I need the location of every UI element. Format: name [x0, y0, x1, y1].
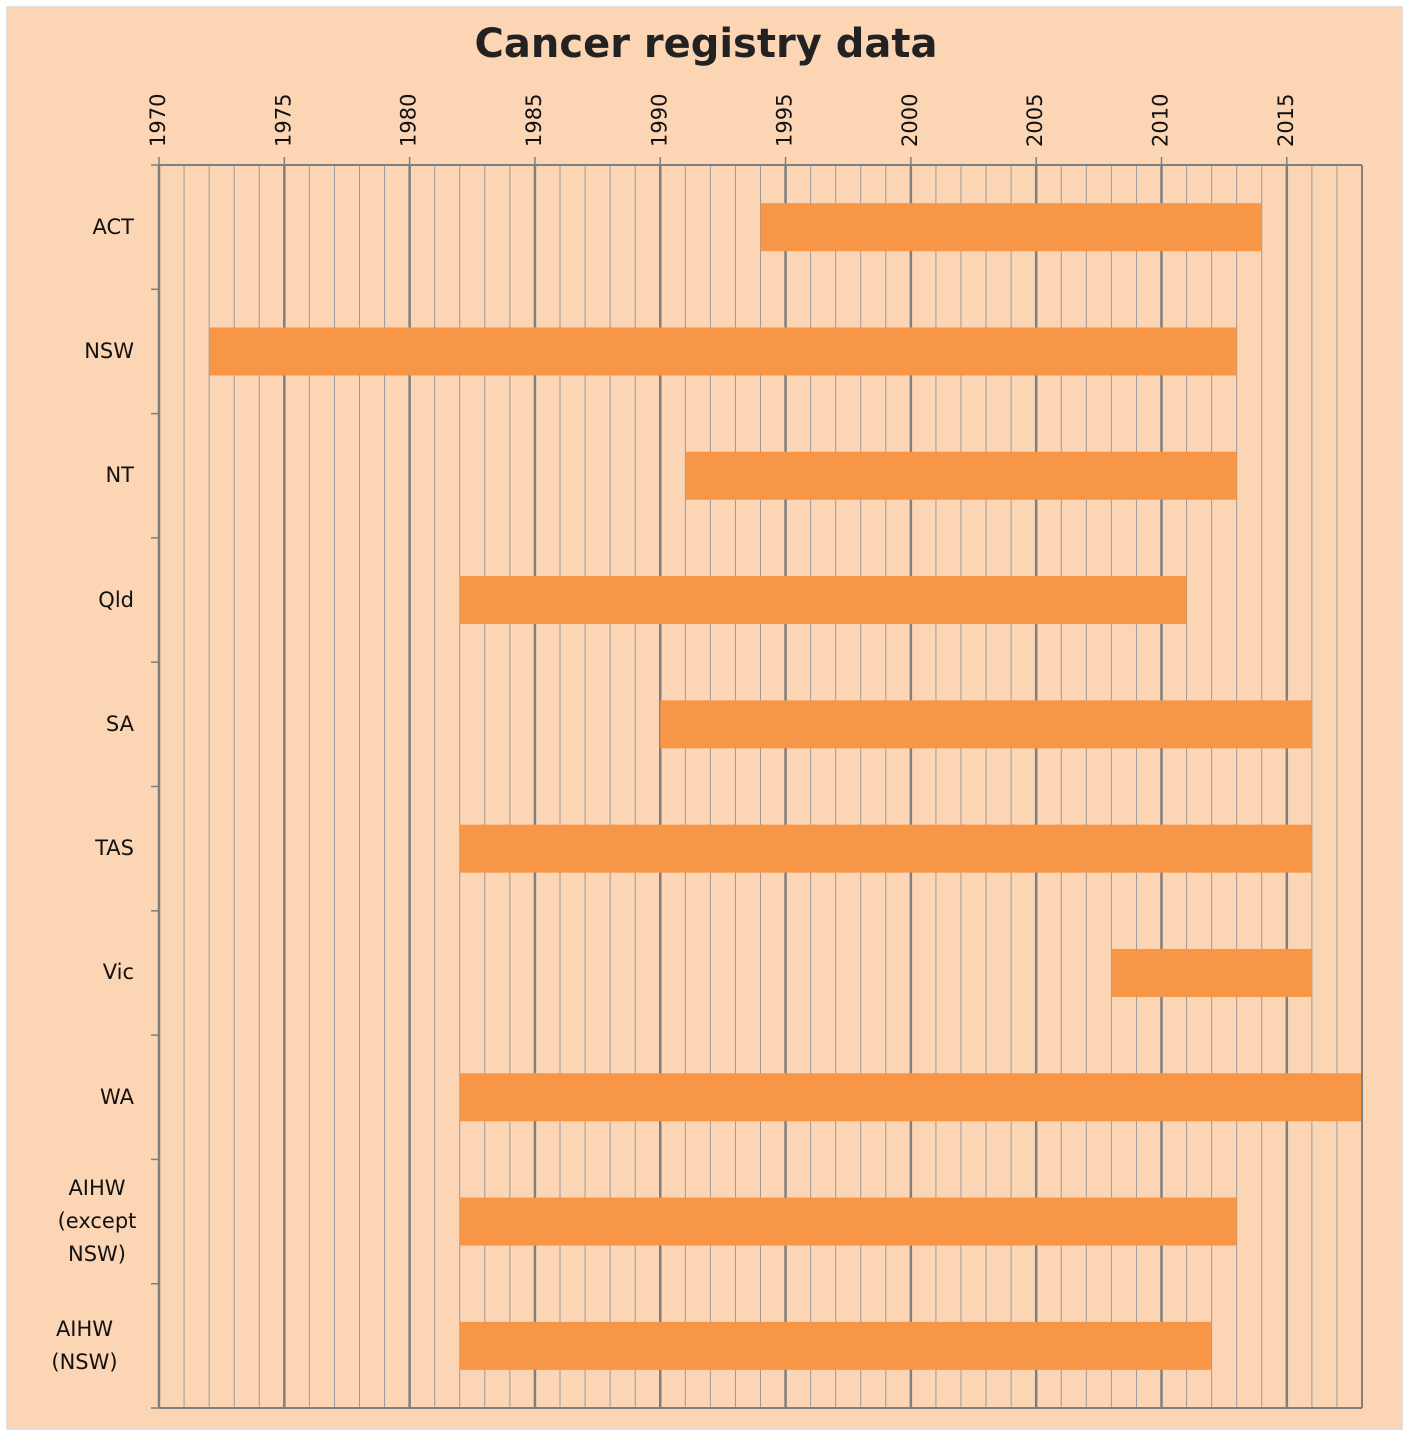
y-tick-label: WA	[100, 1084, 134, 1109]
bar	[660, 700, 1312, 749]
x-tick-label: 2010	[1149, 94, 1173, 147]
x-tick-label: 1985	[522, 94, 546, 147]
y-tick-label: TAS	[95, 836, 134, 861]
y-tick-label: SA	[105, 711, 134, 736]
x-tick-label: 2005	[1023, 94, 1047, 147]
y-tick-label: AIHW (NSW)	[51, 1316, 118, 1374]
y-tick-label: NSW	[84, 338, 134, 363]
x-tick-label: 2015	[1274, 94, 1298, 147]
bar	[459, 1197, 1237, 1246]
y-tick-label: ACT	[92, 214, 135, 239]
bar	[459, 824, 1312, 873]
bar	[685, 451, 1237, 500]
bar	[459, 1321, 1212, 1370]
bar	[1111, 948, 1312, 997]
x-tick-label: 1975	[271, 94, 295, 147]
y-tick-label: Vic	[102, 960, 134, 985]
x-tick-label: 1980	[397, 94, 421, 147]
bar	[209, 327, 1237, 376]
y-tick-label: AIHW (except NSW)	[57, 1176, 137, 1267]
y-tick-label: Qld	[98, 587, 134, 612]
y-tick-label: NT	[105, 463, 134, 488]
bar	[459, 1073, 1362, 1122]
bar	[760, 203, 1262, 252]
bar	[459, 576, 1187, 625]
x-tick-label: 1970	[146, 94, 170, 147]
x-tick-label: 1990	[647, 94, 671, 147]
chart-title: Cancer registry data	[475, 21, 938, 67]
x-tick-label: 2000	[898, 94, 922, 147]
x-tick-label: 1995	[773, 94, 797, 147]
